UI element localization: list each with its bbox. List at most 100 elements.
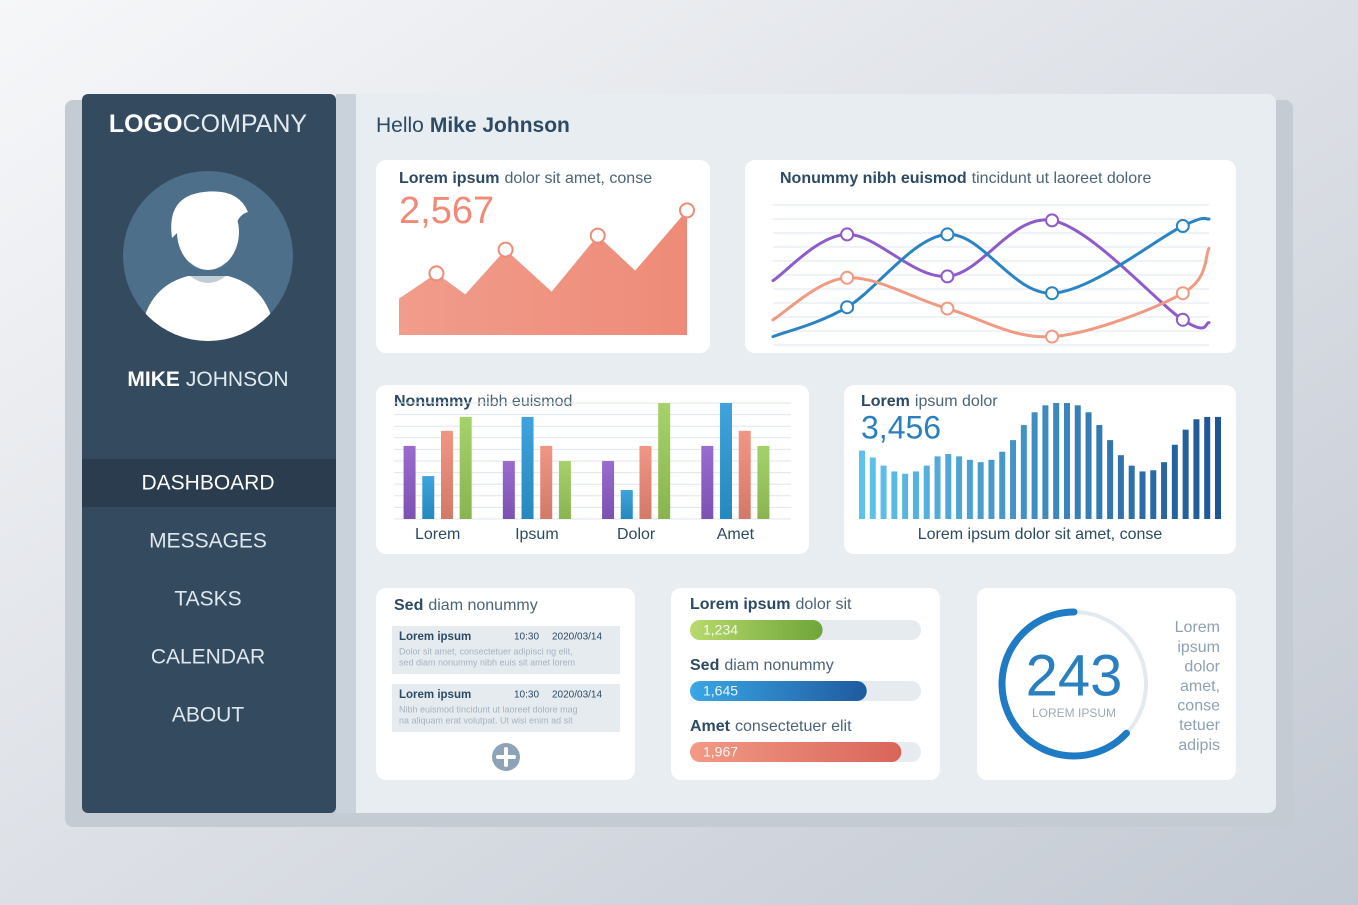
title-bold: Sed	[690, 657, 719, 674]
bar	[422, 476, 435, 519]
user-first: MIKE	[127, 368, 180, 391]
bar	[1182, 429, 1189, 519]
logo-rest: COMPANY	[183, 110, 308, 138]
note-text: sed diam nonummy nibh euis sit amet lore…	[399, 657, 575, 667]
card	[844, 385, 1236, 554]
bar	[1128, 465, 1135, 519]
note-item	[392, 626, 620, 674]
point	[840, 227, 855, 242]
point	[940, 269, 955, 284]
bar	[1107, 440, 1114, 519]
point	[1045, 329, 1060, 344]
bar	[701, 445, 714, 519]
bar	[1150, 470, 1157, 519]
x-tick-label: Dolor	[617, 526, 656, 543]
bar	[1161, 462, 1168, 519]
side-text: dolor	[1184, 658, 1220, 675]
bar	[912, 471, 919, 519]
bar	[757, 445, 770, 519]
title-rest: consectetuer elit	[735, 718, 852, 735]
avatar-hair	[171, 191, 248, 238]
value-label: 1,234	[703, 622, 738, 638]
point	[1175, 219, 1190, 233]
progress-bar	[690, 742, 902, 762]
bar	[956, 456, 963, 519]
card-title: Nonummy nibh euismod tincidunt ut laoreet…	[780, 170, 1151, 187]
menu-item[interactable]: ABOUT	[172, 704, 245, 727]
card-title: Lorem ipsum dolor	[861, 393, 998, 410]
greeting-name: Mike Johnson	[430, 114, 570, 137]
bar	[1215, 416, 1221, 519]
headline: 2,567	[399, 190, 494, 232]
avatar	[123, 171, 293, 341]
caption: Lorem ipsum dolor sit amet, conse	[918, 526, 1163, 543]
menu-item[interactable]: DASHBOARD	[141, 472, 274, 495]
side-text: adipis	[1178, 737, 1220, 754]
note-title: Lorem ipsum	[399, 631, 471, 643]
title-rest: nibh euismod	[477, 393, 572, 410]
bar	[459, 416, 472, 519]
bar	[934, 456, 941, 519]
note-date: 2020/03/14	[552, 632, 602, 643]
note-title: Lorem ipsum	[399, 689, 471, 701]
note-text: Dolor sit amet, consectetuer adipisci ng…	[399, 646, 573, 656]
bar	[977, 462, 984, 519]
bar	[521, 416, 534, 519]
logo-bold: LOGO	[109, 110, 183, 138]
point	[428, 265, 445, 282]
title-rest: diam nonummy	[724, 657, 833, 674]
bar	[558, 461, 571, 519]
user-name: MIKE JOHNSON	[127, 368, 288, 391]
bar	[1042, 405, 1049, 519]
bar	[1117, 455, 1124, 519]
note-item	[392, 684, 620, 732]
gauge-value: 243	[1026, 643, 1123, 708]
card-title: Sed diam nonummy	[690, 657, 834, 674]
bar	[1096, 425, 1103, 519]
card-title: Lorem ipsum dolor sit amet, conse	[399, 170, 652, 187]
point	[497, 241, 514, 258]
bar	[1074, 405, 1081, 519]
note-time: 10:30	[514, 690, 539, 701]
title-bold: Lorem ipsum	[690, 596, 790, 613]
note-date: 2020/03/14	[552, 690, 602, 701]
avatar-body	[140, 276, 276, 341]
bar	[602, 461, 615, 519]
card-title: Sed diam nonummy	[394, 597, 538, 614]
area	[399, 210, 687, 335]
greeting-word: Hello	[376, 114, 424, 137]
title-bold: Lorem ipsum	[399, 170, 499, 187]
point	[1045, 213, 1060, 228]
user-last: JOHNSON	[186, 368, 289, 391]
side-text: ipsum	[1177, 639, 1220, 656]
menu-item[interactable]: CALENDAR	[151, 646, 265, 669]
bar	[1193, 419, 1200, 519]
bar	[869, 457, 876, 519]
progress-bar	[690, 681, 867, 701]
title-rest: tincidunt ut laoreet dolore	[972, 170, 1152, 187]
bar	[1139, 471, 1146, 519]
title-bold: Amet	[690, 718, 731, 735]
title-rest: diam nonummy	[428, 597, 537, 614]
add-icon[interactable]	[496, 747, 516, 767]
value-label: 1,967	[703, 744, 738, 760]
bar	[738, 430, 751, 519]
title-rest: dolor sit amet, conse	[504, 170, 652, 187]
x-tick-label: Lorem	[415, 526, 460, 543]
bar	[988, 459, 995, 519]
gauge-arc	[998, 608, 1130, 760]
note-text: Nibh euismod tincidunt ut laoreet dolore…	[399, 704, 578, 714]
card-title: Lorem ipsum dolor sit	[690, 596, 852, 613]
menu-item[interactable]: TASKS	[174, 588, 241, 611]
point	[840, 300, 855, 315]
logo: LOGOCOMPANY	[109, 110, 307, 138]
bar	[999, 451, 1006, 519]
divider	[336, 94, 356, 813]
gauge-caption: LOREM IPSUM	[1032, 706, 1116, 720]
side-text: conse	[1177, 698, 1220, 715]
menu-item[interactable]: MESSAGES	[149, 530, 267, 553]
add-button[interactable]	[492, 743, 520, 771]
x-tick-label: Amet	[717, 526, 755, 543]
bar	[1204, 416, 1211, 519]
